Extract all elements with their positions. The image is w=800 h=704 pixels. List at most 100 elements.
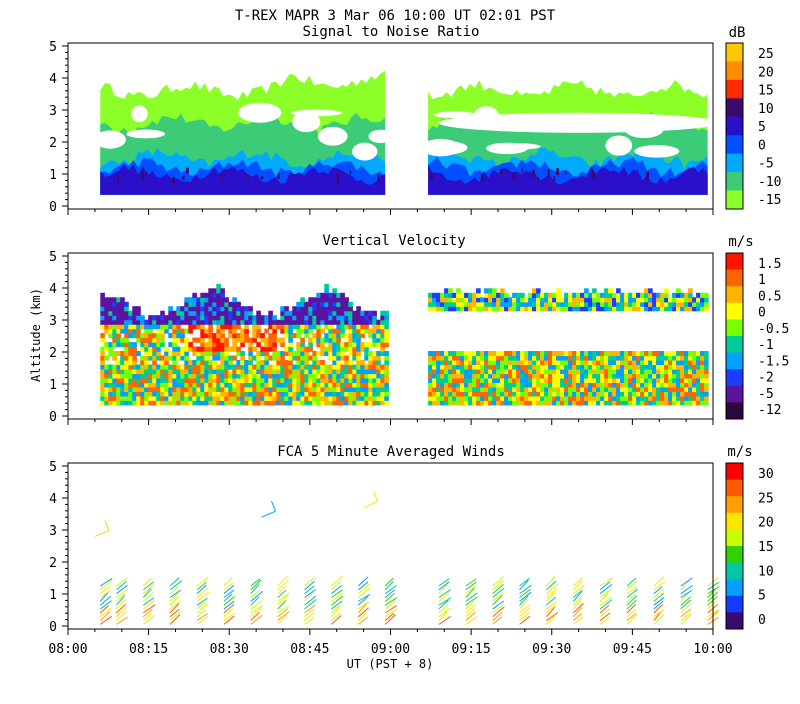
vvel-cell	[472, 360, 477, 366]
vvel-cell	[312, 391, 317, 397]
vvel-cell	[252, 382, 257, 388]
wind-barb	[653, 586, 663, 595]
vvel-cell	[348, 319, 353, 325]
vvel-cell	[196, 346, 201, 352]
vvel-cell	[468, 377, 473, 383]
vvel-cell	[500, 306, 505, 312]
vvel-cell	[580, 369, 585, 375]
vvel-cell	[164, 391, 169, 397]
vvel-cell	[684, 292, 689, 298]
vvel-cell	[692, 382, 697, 388]
vvel-cell	[488, 360, 493, 366]
vvel-cell	[108, 400, 113, 406]
vvel-cell	[664, 386, 669, 392]
colorbar-swatch	[726, 153, 743, 173]
vvel-cell	[632, 351, 637, 357]
wind-barb	[680, 579, 690, 591]
vvel-cell	[164, 377, 169, 383]
wind-barb	[492, 583, 504, 595]
vvel-cell	[284, 346, 289, 352]
vvel-cell	[308, 395, 313, 401]
vvel-cell	[232, 328, 237, 334]
wind-barb	[384, 592, 395, 602]
vvel-cell	[460, 382, 465, 388]
vvel-cell	[212, 337, 217, 343]
vvel-cell	[136, 395, 141, 401]
vvel-cell	[276, 386, 281, 392]
colorbar-swatch	[726, 302, 743, 320]
vvel-cell	[168, 382, 173, 388]
wind-barb	[680, 612, 691, 621]
y-tick-label: 0	[49, 620, 57, 635]
vvel-cell	[196, 324, 201, 330]
vvel-cell	[536, 395, 541, 401]
vvel-cell	[216, 333, 221, 339]
vvel-cell	[484, 292, 489, 298]
vvel-cell	[448, 288, 453, 294]
vvel-cell	[168, 315, 173, 321]
vvel-cell	[192, 346, 197, 352]
vvel-cell	[632, 306, 637, 312]
vvel-cell	[668, 373, 673, 379]
vvel-cell	[216, 377, 221, 383]
vvel-cell	[148, 346, 153, 352]
vvel-cell	[280, 386, 285, 392]
vvel-cell	[444, 377, 449, 383]
vvel-cell	[356, 391, 361, 397]
vvel-cell	[444, 360, 449, 366]
vvel-cell	[320, 301, 325, 307]
vvel-cell	[128, 386, 133, 392]
vvel-cell	[544, 382, 549, 388]
vvel-cell	[676, 373, 681, 379]
vvel-cell	[696, 373, 701, 379]
vvel-cell	[120, 328, 125, 334]
vvel-cell	[696, 355, 701, 361]
snr-streak	[182, 175, 185, 180]
vvel-cell	[604, 377, 609, 383]
vvel-cell	[348, 337, 353, 343]
vvel-cell	[204, 377, 209, 383]
vvel-cell	[356, 337, 361, 343]
vvel-cell	[156, 333, 161, 339]
wind-barb	[223, 596, 235, 606]
vvel-cell	[364, 324, 369, 330]
vvel-cell	[312, 382, 317, 388]
vvel-cell	[568, 400, 573, 406]
vvel-cell	[144, 382, 149, 388]
vvel-cell	[100, 377, 105, 383]
vvel-cell	[452, 395, 457, 401]
vvel-cell	[112, 337, 117, 343]
vvel-cell	[672, 373, 677, 379]
vvel-cell	[676, 360, 681, 366]
vvel-cell	[608, 395, 613, 401]
vvel-cell	[676, 355, 681, 361]
vvel-cell	[500, 301, 505, 307]
vvel-cell	[264, 382, 269, 388]
vvel-cell	[324, 333, 329, 339]
vvel-cell	[164, 324, 169, 330]
vvel-cell	[120, 355, 125, 361]
vvel-cell	[224, 346, 229, 352]
vvel-cell	[544, 373, 549, 379]
vvel-cell	[336, 400, 341, 406]
vvel-cell	[368, 391, 373, 397]
wind-barb	[277, 605, 290, 614]
wind-barb	[142, 588, 152, 598]
vvel-cell	[476, 351, 481, 357]
vvel-cell	[208, 342, 213, 348]
vvel-cell	[516, 395, 521, 401]
wind-barb	[546, 588, 558, 598]
vvel-cell	[200, 351, 205, 357]
vvel-cell	[576, 292, 581, 298]
vvel-cell	[500, 377, 505, 383]
vvel-cell	[488, 297, 493, 303]
vvel-cell	[496, 364, 501, 370]
vvel-cell	[348, 301, 353, 307]
vvel-cell	[524, 395, 529, 401]
vvel-cell	[360, 346, 365, 352]
vvel-cell	[604, 369, 609, 375]
vvel-cell	[676, 288, 681, 294]
colorbar-frame	[725, 462, 744, 630]
vvel-cell	[244, 400, 249, 406]
vvel-cell	[332, 346, 337, 352]
